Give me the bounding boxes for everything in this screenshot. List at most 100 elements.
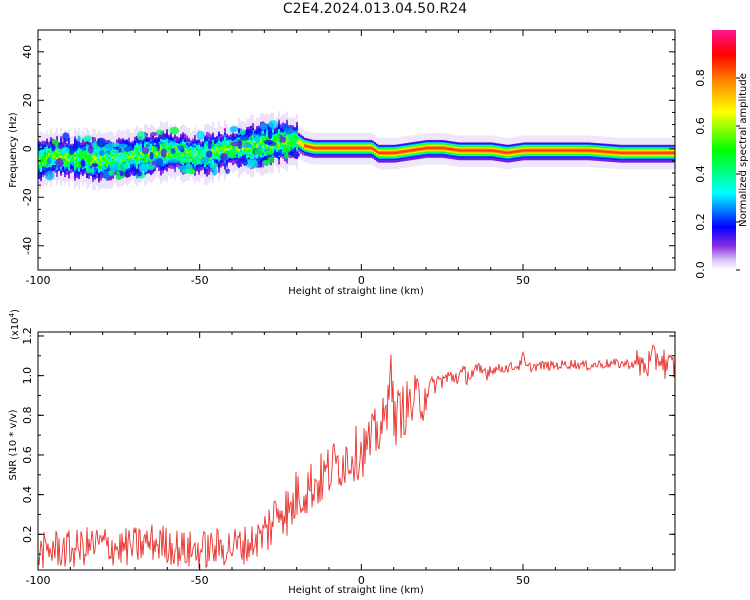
spectrogram-cell (264, 158, 266, 161)
spectrogram-cell (114, 148, 116, 151)
spectrogram-cell (168, 156, 170, 160)
spectrogram-cell (216, 149, 218, 153)
spectrogram-cell (150, 145, 152, 149)
spectrogram-cell (218, 131, 220, 135)
spectrogram-cell (262, 131, 264, 134)
spectrogram-cell (154, 141, 156, 144)
spectrogram-cell (184, 148, 186, 151)
spectrogram-cell (96, 169, 98, 173)
spectrogram-cell (64, 156, 66, 159)
spectrogram-cell (48, 146, 50, 150)
spectrogram-cell (196, 150, 198, 154)
spectrogram-cell (174, 157, 176, 160)
spectrogram-cell (222, 150, 224, 154)
spectrogram-cell (252, 137, 254, 141)
spectrogram-cell (258, 155, 260, 159)
spectrogram-cell (288, 133, 290, 137)
spectrogram-cell (218, 138, 220, 142)
spectrogram-cell (230, 147, 232, 151)
spectrogram-cell (146, 133, 148, 136)
spectrogram-cell (268, 125, 270, 128)
spectrogram-cell (230, 141, 232, 145)
spectrogram-cell (192, 165, 194, 169)
spectrogram-cell (240, 152, 242, 155)
spectrogram-cell (42, 144, 44, 148)
spectrogram-cell (210, 149, 212, 153)
spectrogram-cell (132, 153, 134, 157)
spectrogram-cell (78, 169, 80, 172)
spectrogram-cell (186, 137, 188, 141)
spectrogram-cell (146, 157, 148, 161)
spectrogram-cell (292, 141, 294, 145)
spectrogram-cell (268, 127, 270, 131)
spectrogram-cell (230, 135, 232, 139)
spectrogram-cell (100, 167, 102, 171)
spectrogram-cell (84, 143, 86, 146)
spectrogram-cell (134, 165, 136, 168)
spectrogram-cell (136, 140, 138, 144)
spectrogram-cell (268, 144, 270, 147)
spectrogram-cell (140, 150, 142, 153)
spectrogram-cell (198, 170, 200, 173)
spectrogram-cell (124, 164, 126, 167)
spectrogram-cell (198, 148, 200, 152)
spectrogram-cell (112, 156, 114, 159)
spectrogram-cell (244, 154, 246, 158)
spectrogram-cell (178, 142, 180, 145)
spectrogram-cell (134, 144, 136, 148)
spectrogram-cell (46, 161, 48, 165)
spectrogram-cell (40, 141, 42, 145)
spectrogram-cell (246, 139, 248, 142)
spectrogram-cell (184, 152, 186, 156)
spectrogram-cell (242, 151, 244, 155)
spectrogram-cell (64, 162, 66, 166)
spectrogram-cell (142, 155, 144, 159)
spectrogram-cell (42, 154, 44, 158)
spectrogram-cell (244, 150, 246, 154)
spectrogram-heatmap (38, 111, 675, 191)
spectrogram-cell (180, 134, 182, 137)
spectrogram-cell (234, 145, 236, 149)
spectrogram-cell (210, 169, 212, 172)
spectrogram-cell (292, 143, 294, 147)
spectrogram-cell (190, 153, 192, 157)
spectrogram-cell (108, 154, 110, 158)
spectrogram-cell (224, 139, 226, 143)
spectrogram-cell (92, 179, 94, 182)
spectrogram-cell (88, 140, 90, 144)
spectrogram-cell (158, 155, 160, 158)
spectrogram-cell (148, 154, 150, 158)
spectrogram-cell (262, 145, 264, 149)
spectrogram-cell (238, 151, 240, 154)
spectrogram-cell (498, 158, 500, 162)
spectrogram-cell (118, 146, 120, 150)
spectrogram-cell (494, 158, 496, 161)
spectrogram-cell (166, 138, 168, 142)
spectrogram-cell (288, 153, 290, 157)
spectrogram-cell (296, 146, 298, 149)
spectrogram-cell (290, 155, 292, 159)
spectrogram-cell (46, 140, 48, 144)
spectrogram-cell (266, 128, 268, 132)
spectrogram-cell (296, 122, 298, 125)
spectrogram-cell (500, 159, 502, 162)
spectrogram-cell (206, 141, 208, 144)
spectrogram-cell (264, 136, 266, 139)
spectrogram-cell (84, 141, 86, 144)
spectrogram-cell (132, 152, 134, 155)
spectrogram-cell (226, 135, 228, 139)
spectrogram-cell (264, 138, 266, 141)
spectrogram-cell (84, 169, 86, 173)
spectrogram-cell (170, 136, 172, 140)
spectrogram-cell (74, 154, 76, 158)
spectrogram-cell (140, 154, 142, 157)
spectrogram-cell (200, 144, 202, 148)
spectrogram-cell (238, 137, 240, 141)
spectrogram-cell (62, 164, 64, 168)
spectrogram-cell (72, 158, 74, 162)
spectrogram-cell (280, 129, 282, 133)
spectrogram-cell (96, 160, 98, 164)
spectrogram-cell (400, 159, 402, 162)
spectrogram-cell (92, 172, 94, 175)
spectrogram-cell (218, 165, 220, 169)
